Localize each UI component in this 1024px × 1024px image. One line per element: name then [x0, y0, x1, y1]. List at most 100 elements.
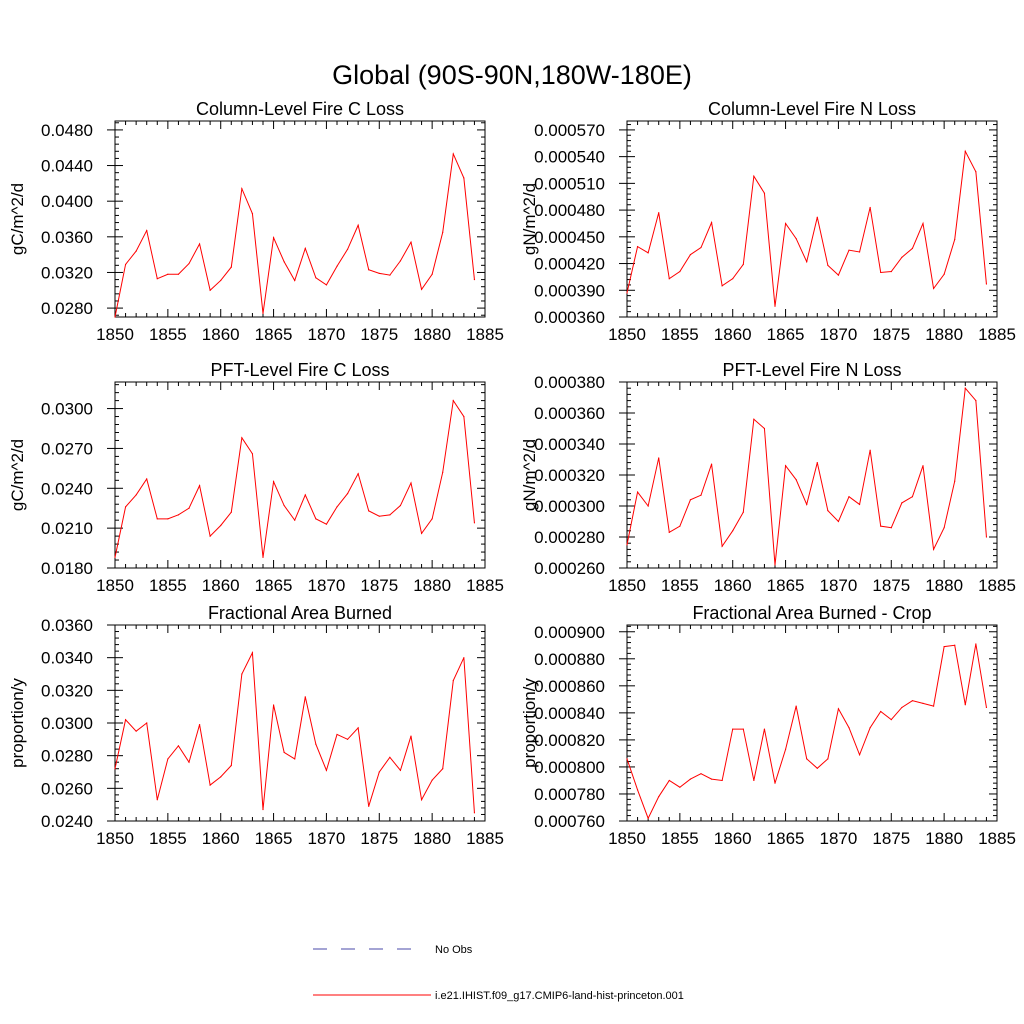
data-point: [135, 250, 137, 252]
y-axis-label: gC/m^2/d: [8, 183, 27, 255]
data-point: [848, 727, 850, 729]
data-point: [710, 778, 713, 780]
chart-panel-3: PFT-Level Fire C Loss gC/m^2/d 1850 1855 186…: [8, 360, 504, 595]
data-point: [410, 735, 412, 737]
x-tick-label: 1860: [202, 576, 240, 595]
data-point: [220, 524, 222, 527]
x-tick-label: 1855: [149, 576, 187, 595]
series-line-1: [626, 149, 987, 307]
data-point: [188, 507, 190, 509]
y-tick-label: 0.0360: [41, 616, 93, 635]
data-point: [241, 673, 243, 675]
data-point: [262, 312, 264, 315]
data-point: [848, 249, 850, 251]
y-tick-label: 0.000840: [534, 704, 605, 723]
chart-panel-5: Fractional Area Burned proportion/y 1850 18…: [8, 603, 504, 848]
series-line-1: [626, 386, 987, 565]
data-point: [890, 270, 892, 273]
data-point: [378, 515, 380, 517]
data-point: [911, 247, 914, 249]
plot-frame: [626, 120, 998, 318]
y-axis-label: proportion/y: [8, 678, 27, 768]
data-point: [357, 727, 359, 729]
data-point: [806, 503, 808, 506]
data-point: [188, 761, 190, 763]
panel-title: Column-Level Fire C Loss: [196, 99, 404, 119]
data-point: [837, 274, 840, 276]
data-point: [742, 511, 744, 513]
x-tick-label: 1880: [925, 325, 963, 344]
x-tick-label: 1870: [308, 829, 346, 848]
plot-frame: [626, 624, 998, 822]
legend-no-obs-label: No Obs: [435, 944, 473, 956]
data-point: [784, 748, 787, 750]
data-point: [985, 536, 988, 538]
x-tick-label: 1875: [872, 829, 910, 848]
data-point: [198, 724, 201, 726]
data-point: [177, 273, 180, 275]
data-point: [710, 221, 713, 224]
x-tick-label: 1880: [413, 325, 451, 344]
y-axis-label: gN/m^2/d: [520, 439, 539, 511]
data-point: [124, 263, 127, 266]
data-point: [753, 418, 755, 420]
data-point: [943, 527, 945, 529]
data-point: [283, 751, 285, 754]
y-tick-label: 0.000900: [534, 623, 605, 642]
y-tick-label: 0.000880: [534, 650, 605, 669]
x-tick-label: 1870: [820, 325, 858, 344]
data-point: [837, 708, 840, 710]
data-point: [230, 266, 232, 268]
data-point: [689, 254, 692, 256]
data-point: [156, 278, 158, 280]
data-point: [985, 283, 988, 285]
data-point: [964, 387, 966, 389]
data-point: [763, 192, 766, 194]
data-point: [901, 706, 903, 709]
data-point: [167, 518, 169, 520]
data-point: [636, 491, 639, 493]
data-point: [251, 453, 254, 455]
data-point: [869, 206, 871, 209]
series-line-1: [114, 399, 475, 558]
x-tick-label: 1865: [767, 325, 805, 344]
data-point: [668, 531, 670, 533]
data-point: [689, 499, 692, 501]
data-point: [452, 679, 454, 682]
panel-title: Fractional Area Burned: [208, 603, 392, 623]
y-tick-label: 0.000820: [534, 731, 605, 750]
x-tick-label: 1875: [360, 576, 398, 595]
data-point: [784, 465, 787, 467]
data-point: [389, 274, 391, 276]
data-point: [816, 462, 818, 464]
data-point: [710, 463, 713, 465]
data-point: [922, 465, 924, 467]
y-tick-label: 0.000540: [534, 148, 605, 167]
data-point: [827, 510, 829, 512]
data-point: [626, 544, 628, 546]
data-point: [188, 262, 190, 265]
data-point: [721, 285, 723, 287]
data-point: [827, 264, 829, 266]
data-point: [943, 646, 945, 648]
data-point: [473, 278, 476, 281]
data-point: [325, 523, 328, 525]
data-point: [753, 779, 755, 782]
y-tick-label: 0.000450: [534, 228, 605, 247]
data-point: [410, 482, 412, 484]
y-axis-label: gN/m^2/d: [520, 183, 539, 255]
y-tick-label: 0.000800: [534, 758, 605, 777]
data-point: [732, 728, 734, 730]
data-point: [167, 758, 169, 760]
data-point: [135, 494, 137, 496]
data-point: [114, 316, 116, 318]
data-point: [975, 171, 977, 173]
data-point: [473, 812, 476, 814]
data-point: [463, 415, 465, 418]
y-tick-label: 0.0280: [41, 747, 93, 766]
data-point: [689, 778, 692, 780]
data-point: [294, 758, 296, 760]
data-point: [378, 272, 380, 274]
data-point: [177, 514, 180, 516]
